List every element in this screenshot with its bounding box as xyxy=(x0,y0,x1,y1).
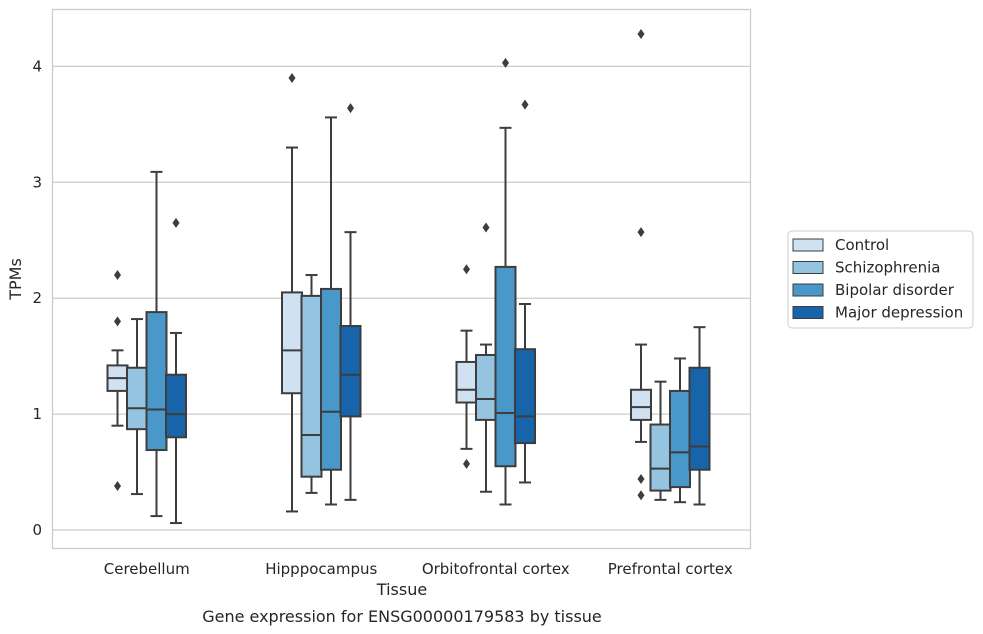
legend-swatch xyxy=(792,261,824,274)
y-tick-label: 2 xyxy=(32,289,42,307)
y-tick-label: 0 xyxy=(32,521,42,539)
boxes-layer xyxy=(106,28,711,525)
box-body xyxy=(475,353,497,421)
legend-swatch xyxy=(792,306,824,319)
legend-label: Schizophrenia xyxy=(835,259,940,277)
legend-label: Major depression xyxy=(835,304,963,322)
outlier-point xyxy=(637,490,645,501)
box-control xyxy=(455,264,478,469)
legend-frame xyxy=(787,230,974,329)
x-axis-title: Tissue xyxy=(376,580,427,599)
box-body xyxy=(281,291,303,395)
y-tick-label: 3 xyxy=(32,173,42,191)
box-schizophrenia xyxy=(126,318,148,496)
outlier-point xyxy=(463,458,470,469)
box-body xyxy=(669,389,691,489)
box-body xyxy=(145,311,168,452)
outlier-point xyxy=(521,99,529,110)
box-control xyxy=(106,270,129,491)
outlier-point xyxy=(288,72,296,83)
box-control xyxy=(630,28,652,501)
box-control xyxy=(281,72,303,513)
box-bipolar-disorder xyxy=(669,357,691,504)
x-tick-labels: Cerebellum Hipppocampus Orbitofrontal cort… xyxy=(104,560,733,578)
box-bipolar-disorder xyxy=(494,57,517,506)
outlier-point xyxy=(637,227,645,238)
box-body xyxy=(649,423,672,492)
box-body xyxy=(630,388,652,421)
box-body xyxy=(688,366,711,471)
box-body xyxy=(455,360,478,404)
box-major-depression xyxy=(688,326,711,506)
box-bipolar-disorder xyxy=(145,170,168,518)
plot-frame xyxy=(51,8,752,550)
outlier-point xyxy=(502,57,509,68)
legend: Control Schizophrenia Bipolar disorder Majo… xyxy=(787,230,974,329)
box-major-depression xyxy=(339,103,362,501)
legend-swatch xyxy=(792,238,824,252)
legend-swatch xyxy=(792,283,824,297)
outlier-point xyxy=(463,264,470,275)
outlier-point xyxy=(114,480,121,491)
outlier-point xyxy=(482,222,490,233)
box-body xyxy=(165,373,187,439)
x-tick-label: Hipppocampus xyxy=(265,560,377,578)
y-axis-title: TPMs xyxy=(6,258,25,301)
box-major-depression xyxy=(165,217,187,525)
box-body xyxy=(339,325,362,418)
x-tick-label: Prefrontal cortex xyxy=(608,560,733,578)
outlier-point xyxy=(114,316,121,327)
outlier-point xyxy=(114,270,121,281)
box-body xyxy=(126,366,148,431)
outlier-point xyxy=(347,103,354,114)
x-tick-label: Orbitofrontal cortex xyxy=(422,560,570,578)
outlier-point xyxy=(172,217,180,228)
outlier-point xyxy=(637,28,645,39)
chart-caption: Gene expression for ENSG00000179583 by t… xyxy=(202,607,602,626)
y-tick-labels: 0 1 2 3 4 xyxy=(32,57,42,539)
box-body xyxy=(320,287,342,471)
y-tick-label: 4 xyxy=(32,57,42,75)
box-schizophrenia xyxy=(300,274,323,494)
outlier-point xyxy=(637,474,645,485)
box-schizophrenia xyxy=(649,380,672,501)
x-tick-label: Cerebellum xyxy=(104,560,190,578)
box-major-depression xyxy=(514,99,536,484)
y-tick-label: 1 xyxy=(32,405,42,423)
box-schizophrenia xyxy=(475,222,497,493)
box-body xyxy=(300,294,323,478)
legend-label: Control xyxy=(835,236,889,254)
box-body xyxy=(514,348,536,445)
box-body xyxy=(494,265,517,468)
box-bipolar-disorder xyxy=(320,116,342,506)
legend-label: Bipolar disorder xyxy=(835,281,955,299)
